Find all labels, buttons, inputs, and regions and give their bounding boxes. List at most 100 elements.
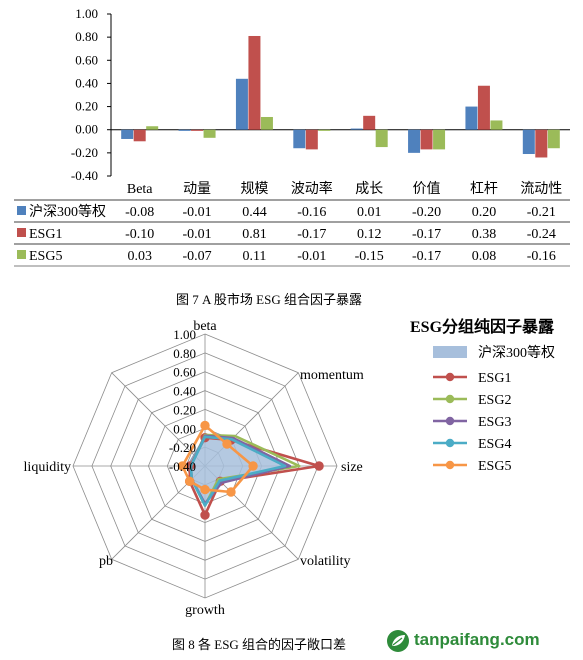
radar-axis-label: beta: [193, 319, 217, 334]
series-label: ESG5: [29, 249, 62, 264]
radar-marker: [222, 439, 232, 449]
y-tick-label: 0.00: [75, 122, 98, 137]
radar-tick-label: 0.20: [173, 402, 196, 417]
bar: [465, 106, 478, 130]
radar-series: [177, 420, 324, 520]
radar-axis-label: volatility: [300, 554, 351, 569]
table-cell: -0.01: [297, 249, 326, 264]
legend-label: ESG3: [478, 415, 511, 430]
bar: [547, 129, 560, 149]
factor-exposure-bar-chart: 1.00 0.80 0.60 0.40 0.20 0.00 -0.20 -0.40 Beta 动…: [14, 6, 570, 267]
table-cell: -0.17: [297, 227, 326, 242]
watermark-text: tanpaifang.com: [414, 630, 540, 649]
bar: [490, 120, 503, 130]
legend-label: ESG5: [478, 459, 511, 474]
bar: [318, 129, 331, 131]
radar-tick-label: 0.00: [173, 421, 196, 436]
watermark: tanpaifang.com: [384, 628, 578, 654]
radar-tick-label: -0.20: [169, 440, 196, 455]
series-label: ESG1: [29, 227, 62, 242]
legend-label: ESG2: [478, 393, 511, 408]
radar-marker: [177, 461, 188, 471]
radar-tick-labels: 1.00 0.80 0.60 0.40 0.20 0.00 -0.20 -0.40: [169, 327, 196, 474]
legend-marker: [445, 372, 455, 382]
radar-marker: [200, 420, 210, 431]
radar-tick-label: 0.40: [173, 384, 196, 399]
table-cell: 0.81: [242, 227, 267, 242]
y-axis-tick-labels: 1.00 0.80 0.60 0.40 0.20 0.00 -0.20 -0.40: [71, 6, 98, 183]
x-category-label: 杠杆: [470, 181, 498, 197]
bar: [133, 129, 146, 142]
legend-marker: [445, 460, 455, 470]
table-cell: 0.01: [357, 205, 382, 220]
y-tick-label: 1.00: [75, 6, 98, 21]
table-cell: 0.38: [472, 227, 497, 242]
x-category-label: Beta: [127, 182, 153, 197]
bar: [248, 35, 261, 130]
bar: [408, 129, 421, 153]
legend-marker: [445, 438, 455, 448]
bar: [191, 129, 204, 131]
y-tick-label: -0.40: [71, 168, 98, 183]
bar: [293, 129, 306, 149]
bar: [535, 129, 548, 158]
bar: [477, 85, 490, 130]
radar-axis-label: liquidity: [24, 460, 71, 475]
table-cell: 0.11: [242, 249, 266, 264]
legend-title: ESG分组纯因子暴露: [410, 317, 555, 336]
x-category-label: 价值: [413, 181, 441, 197]
table-cell: 0.12: [357, 227, 382, 242]
y-tick-label: 0.40: [75, 75, 98, 90]
x-category-label: 动量: [183, 181, 211, 197]
radar-marker: [184, 476, 195, 487]
table-cell: -0.10: [125, 227, 154, 242]
radar-spoke: [111, 372, 206, 467]
y-tick-label: 0.80: [75, 29, 98, 44]
table-cell: 0.20: [472, 205, 497, 220]
table-cell: 0.08: [472, 249, 497, 264]
bar: [305, 129, 318, 150]
bar: [433, 129, 446, 150]
radar-marker: [248, 461, 258, 471]
legend-label: ESG4: [478, 437, 511, 452]
bar: [375, 129, 388, 148]
table-cell: -0.16: [527, 249, 556, 264]
figure-8-caption: 图 8 各 ESG 组合的因子敞口差: [172, 637, 347, 652]
table-cell: -0.07: [182, 249, 211, 264]
table-cell: -0.01: [182, 205, 211, 220]
radar-axis-label: growth: [185, 603, 225, 618]
table-cell: 0.03: [127, 249, 152, 264]
series-label: 沪深300等权: [29, 203, 106, 220]
table-cell: -0.17: [412, 249, 441, 264]
table-cell: -0.08: [125, 205, 154, 220]
y-tick-label: -0.20: [71, 145, 98, 160]
radar-axis-labels: beta momentum size volatility growth pb liquid…: [24, 319, 364, 618]
y-tick-label: 0.60: [75, 52, 98, 67]
bar: [235, 78, 248, 130]
x-category-label: 流动性: [520, 181, 562, 197]
x-category-label: 波动率: [291, 180, 333, 197]
x-category-label: 规模: [240, 181, 268, 197]
table-cell: 0.44: [242, 205, 267, 220]
leaf-logo-icon: [387, 630, 409, 652]
radar-axis-label: size: [341, 460, 363, 475]
x-category-label: 成长: [355, 181, 383, 197]
table-cell: -0.20: [412, 205, 441, 220]
factor-exposure-radar-chart: 1.00 0.80 0.60 0.40 0.20 0.00 -0.20 -0.40 beta m…: [24, 317, 555, 618]
radar-tick-label: -0.40: [169, 459, 196, 474]
legend-marker: [445, 394, 455, 404]
legend-label: 沪深300等权: [478, 344, 555, 361]
radar-tick-label: 0.60: [173, 365, 196, 380]
radar-marker: [200, 484, 210, 495]
radar-line: [189, 435, 287, 507]
radar-axis-label: momentum: [300, 368, 364, 383]
bar: [350, 128, 363, 130]
table-cell: -0.21: [527, 205, 556, 220]
chart-frame: [107, 13, 570, 177]
radar-tick-label: 1.00: [173, 327, 196, 342]
radar-marker: [314, 461, 324, 471]
bar: [363, 115, 376, 130]
bar: [522, 129, 535, 155]
